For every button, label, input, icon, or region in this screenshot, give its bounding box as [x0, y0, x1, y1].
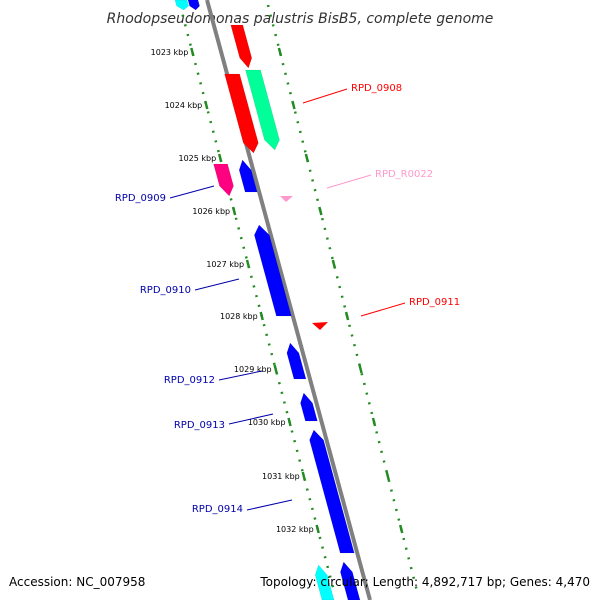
- gene-rpd-0911[interactable]: [312, 322, 328, 330]
- gene-rpd-0914[interactable]: [309, 429, 355, 554]
- gene-labels: RPD_0908 RPD_R0022 RPD_0909 RPD_0910 RPD_091…: [115, 83, 460, 515]
- right-major-tick: [358, 364, 363, 374]
- gene-blue-bottom[interactable]: [340, 561, 361, 600]
- accession-text: Accession: NC_007958: [9, 575, 145, 589]
- right-major-tick: [304, 153, 310, 163]
- gene-rpd-r0022[interactable]: [280, 196, 293, 202]
- gene-features: [174, 0, 361, 600]
- tick-label: 1028 kbp: [220, 312, 258, 321]
- genome-summary-text: Topology: circular; Length: 4,892,717 bp…: [259, 575, 590, 589]
- gene-label[interactable]: RPD_0909: [115, 193, 166, 204]
- gene-rpd-0913[interactable]: [300, 392, 318, 422]
- tick-label: 1029 kbp: [234, 365, 272, 374]
- tick-label: 1031 kbp: [262, 472, 300, 481]
- gene-rpd-0909-magenta[interactable]: [213, 163, 234, 197]
- gene-label-leader: [228, 413, 274, 425]
- left-major-tick: [190, 47, 195, 57]
- right-major-tick: [318, 206, 323, 216]
- tick-label: 1030 kbp: [248, 418, 286, 427]
- gene-label[interactable]: RPD_0913: [174, 420, 225, 431]
- left-major-tick: [259, 311, 264, 321]
- left-major-tick: [287, 417, 292, 427]
- left-major-tick: [301, 471, 306, 481]
- gene-label[interactable]: RPD_0911: [409, 297, 460, 308]
- right-major-tick: [331, 259, 337, 269]
- right-major-tick: [277, 47, 283, 57]
- gene-label-leader: [194, 278, 240, 291]
- left-major-tick: [273, 364, 278, 374]
- left-major-tick: [231, 206, 237, 216]
- right-major-tick: [385, 471, 390, 481]
- gene-label-leader: [360, 302, 406, 317]
- gene-label[interactable]: RPD_0910: [140, 285, 191, 296]
- left-major-tick: [204, 100, 209, 110]
- gene-blue-top[interactable]: [187, 0, 200, 11]
- left-major-tick: [217, 153, 223, 163]
- tick-label: 1025 kbp: [178, 154, 216, 163]
- gene-rpd-0910[interactable]: [254, 224, 292, 317]
- gene-label[interactable]: RPD_0908: [351, 83, 402, 94]
- left-major-tick: [315, 524, 320, 534]
- scale-ticks: 1023 kbp 1024 kbp 1025 kbp 1026 kbp 1027 kbp…: [151, 47, 404, 534]
- right-major-tick: [291, 100, 296, 110]
- gene-label-leader: [218, 370, 263, 381]
- gene-red-top[interactable]: [230, 24, 253, 69]
- gene-rpd-0909[interactable]: [238, 159, 258, 193]
- tick-label: 1026 kbp: [192, 207, 230, 216]
- gene-label-leader: [246, 499, 293, 511]
- gene-cyan-top[interactable]: [174, 0, 189, 11]
- gene-rpd-0908[interactable]: [224, 73, 259, 154]
- genome-title: Rhodopseudomonas palustris BisB5, comple…: [107, 11, 494, 27]
- right-major-tick: [399, 524, 404, 534]
- gene-green[interactable]: [245, 69, 280, 151]
- tick-label: 1027 kbp: [206, 260, 244, 269]
- gene-cyan-bottom[interactable]: [314, 564, 335, 600]
- tick-label: 1023 kbp: [151, 48, 189, 57]
- left-major-tick: [245, 259, 251, 269]
- gene-label-leader: [169, 185, 215, 199]
- gene-label[interactable]: RPD_0914: [192, 504, 243, 515]
- gene-label-leader: [326, 174, 372, 189]
- right-major-tick: [344, 311, 350, 321]
- gene-rpd-0912[interactable]: [286, 342, 307, 380]
- gene-label[interactable]: RPD_0912: [164, 375, 215, 386]
- right-major-tick: [371, 417, 377, 427]
- gene-label[interactable]: RPD_R0022: [375, 169, 433, 180]
- tick-label: 1032 kbp: [276, 525, 314, 534]
- gene-label-leader: [302, 88, 348, 104]
- tick-label: 1024 kbp: [165, 101, 203, 110]
